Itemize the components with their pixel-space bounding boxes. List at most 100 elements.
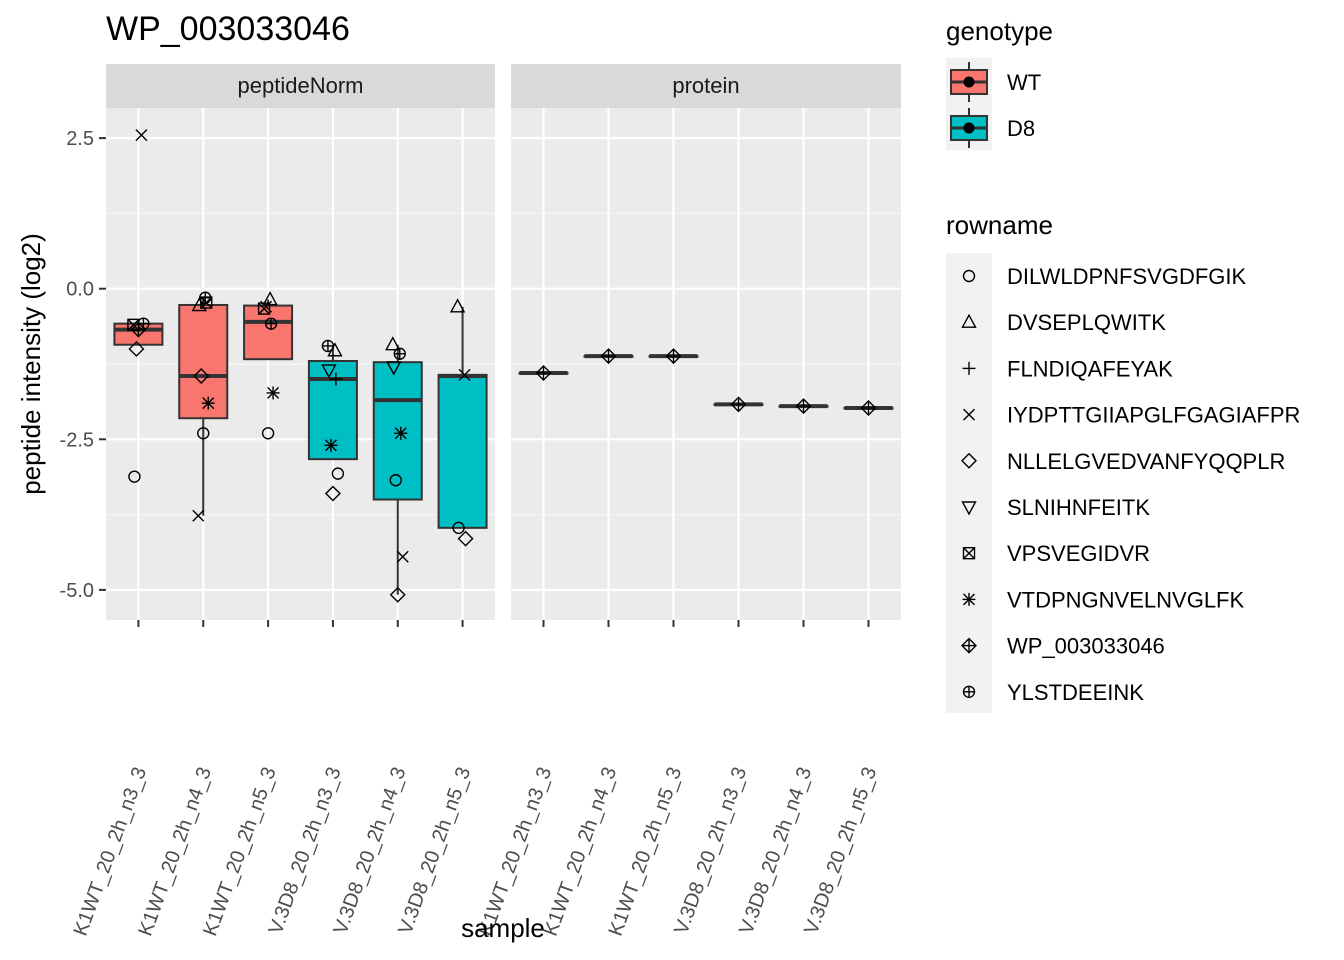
point-VTDPNGNVELNVGLFK	[394, 426, 408, 440]
point-VPSVEGIDVR	[200, 296, 213, 309]
legend-label-WP_003033046: WP_003033046	[1007, 634, 1165, 659]
y-axis: 2.5 0.0 -2.5 -5.0	[60, 128, 106, 602]
legend-key-SLNIHNFEITK	[961, 501, 977, 516]
point-DVSEPLQWITK	[327, 342, 343, 357]
box-body	[307, 359, 358, 461]
x-tick-label: K1WT_20_2h_n4_3	[134, 764, 216, 939]
legend-label-VTDPNGNVELNVGLFK: VTDPNGNVELNVGLFK	[1007, 587, 1244, 612]
legend-genotype: genotype WT D8	[946, 16, 1053, 150]
legend-label-DVSEPLQWITK: DVSEPLQWITK	[1007, 310, 1166, 335]
legend-key-WT	[950, 62, 988, 102]
legend-rowname-background	[946, 253, 992, 713]
legend-key-D8	[950, 108, 988, 148]
legend-key-DVSEPLQWITK	[961, 313, 977, 328]
legend-key-WP_003033046	[961, 637, 977, 654]
box-body	[178, 303, 229, 420]
x-axis-title: sample	[461, 913, 545, 943]
legend-key-IYDPTTGIIAPGLFGAGIAFPR	[963, 408, 975, 421]
point-VPSVEGIDVR	[127, 318, 140, 332]
point-IYDPTTGIIAPGLFGAGIAFPR	[396, 550, 409, 563]
legend-label-SLNIHNFEITK: SLNIHNFEITK	[1007, 495, 1150, 520]
legend-label-NLLELGVEDVANFYQQPLR: NLLELGVEDVANFYQQPLR	[1007, 449, 1285, 474]
strip-label-protein: protein	[672, 73, 739, 98]
point-IYDPTTGIIAPGLFGAGIAFPR	[192, 509, 205, 522]
legend-label-IYDPTTGIIAPGLFGAGIAFPR: IYDPTTGIIAPGLFGAGIAFPR	[1007, 403, 1300, 428]
point-WP_003033046	[860, 399, 877, 416]
point-VTDPNGNVELNVGLFK	[324, 438, 338, 452]
point-VTDPNGNVELNVGLFK	[266, 386, 280, 400]
point-DILWLDPNFSVGDFGIK	[197, 427, 210, 440]
point-SLNIHNFEITK	[386, 361, 402, 376]
legend-key-point	[963, 122, 975, 134]
y-tick-label: 2.5	[66, 128, 94, 150]
point-DVSEPLQWITK	[385, 336, 401, 351]
legend-label-DILWLDPNFSVGDFGIK: DILWLDPNFSVGDFGIK	[1007, 264, 1247, 289]
strip-label-peptideNorm: peptideNorm	[238, 73, 364, 98]
legend-rowname-title: rowname	[946, 210, 1053, 240]
x-tick-label: V.3D8_20_2h_n4_3	[735, 764, 816, 937]
point-YLSTDEEINK	[393, 347, 406, 360]
legend-key-NLLELGVEDVANFYQQPLR	[961, 452, 977, 469]
point-WP_003033046	[665, 348, 682, 365]
box-peptideNorm-5	[437, 306, 488, 529]
point-WP_003033046	[730, 396, 747, 413]
strip-peptideNorm	[106, 64, 495, 108]
strip-protein	[511, 64, 901, 108]
point-DVSEPLQWITK	[191, 297, 207, 312]
legend-key-VTDPNGNVELNVGLFK	[962, 592, 976, 606]
legend-label-D8: D8	[1007, 116, 1035, 141]
legend-key-FLNDIQAFEYAK	[962, 361, 976, 375]
box-peptideNorm-3	[307, 345, 358, 461]
x-tick-label: V.3D8_20_2h_n5_3	[800, 764, 881, 937]
x-tick-label: K1WT_20_2h_n3_3	[70, 764, 152, 939]
x-tick-label: K1WT_20_2h_n4_3	[540, 764, 622, 939]
y-tick-label: -5.0	[60, 580, 94, 602]
box-peptideNorm-1	[178, 297, 229, 516]
point-NLLELGVEDVANFYQQPLR	[457, 530, 474, 547]
x-tick-label: V.3D8_20_2h_n3_3	[670, 764, 751, 937]
point-VTDPNGNVELNVGLFK	[201, 396, 215, 410]
point-DILWLDPNFSVGDFGIK	[389, 474, 402, 487]
y-axis-title: peptide intensity (log2)	[16, 233, 46, 495]
point-NLLELGVEDVANFYQQPLR	[193, 368, 210, 385]
legend-key-YLSTDEEINK	[962, 685, 976, 698]
y-tick-label: -2.5	[60, 429, 94, 451]
point-WP_003033046	[535, 365, 552, 382]
x-tick-label: V.3D8_20_2h_n5_3	[394, 764, 475, 937]
point-layer	[127, 129, 877, 603]
x-axis: K1WT_20_2h_n3_3K1WT_20_2h_n4_3K1WT_20_2h…	[70, 620, 881, 939]
legend-label-YLSTDEEINK: YLSTDEEINK	[1007, 680, 1144, 705]
point-DILWLDPNFSVGDFGIK	[331, 467, 345, 480]
legend-genotype-title: genotype	[946, 16, 1053, 46]
legend-key-point	[963, 76, 975, 88]
point-SLNIHNFEITK	[321, 364, 337, 379]
point-DVSEPLQWITK	[449, 298, 466, 313]
legend-label-FLNDIQAFEYAK: FLNDIQAFEYAK	[1007, 356, 1173, 381]
x-tick-label: K1WT_20_2h_n5_3	[199, 764, 281, 939]
point-IYDPTTGIIAPGLFGAGIAFPR	[458, 368, 471, 381]
point-NLLELGVEDVANFYQQPLR	[389, 586, 406, 603]
point-WP_003033046	[795, 398, 812, 415]
legend-label-WT: WT	[1007, 70, 1041, 95]
point-FLNDIQAFEYAK	[329, 372, 343, 386]
x-tick-label: V.3D8_20_2h_n3_3	[265, 764, 346, 937]
point-IYDPTTGIIAPGLFGAGIAFPR	[135, 129, 148, 142]
point-IYDPTTGIIAPGLFGAGIAFPR	[260, 300, 273, 313]
x-tick-label: V.3D8_20_2h_n4_3	[330, 764, 411, 937]
box-layer	[113, 297, 894, 595]
legend-label-VPSVEGIDVR: VPSVEGIDVR	[1007, 541, 1150, 566]
point-DILWLDPNFSVGDFGIK	[128, 470, 141, 483]
x-tick-label: K1WT_20_2h_n5_3	[605, 764, 687, 939]
chart-title: WP_003033046	[106, 10, 350, 48]
point-DILWLDPNFSVGDFGIK	[261, 427, 275, 440]
point-NLLELGVEDVANFYQQPLR	[128, 340, 145, 357]
point-WP_003033046	[600, 348, 617, 365]
point-DILWLDPNFSVGDFGIK	[452, 521, 465, 535]
point-NLLELGVEDVANFYQQPLR	[324, 485, 341, 502]
y-tick-label: 0.0	[66, 279, 94, 301]
box-body	[437, 373, 488, 529]
legend-key-DILWLDPNFSVGDFGIK	[962, 269, 976, 283]
point-YLSTDEEINK	[264, 317, 278, 330]
legend-rowname: rowname DILWLDPNFSVGDFGIK DVSEPLQWITK FLND…	[946, 210, 1300, 713]
